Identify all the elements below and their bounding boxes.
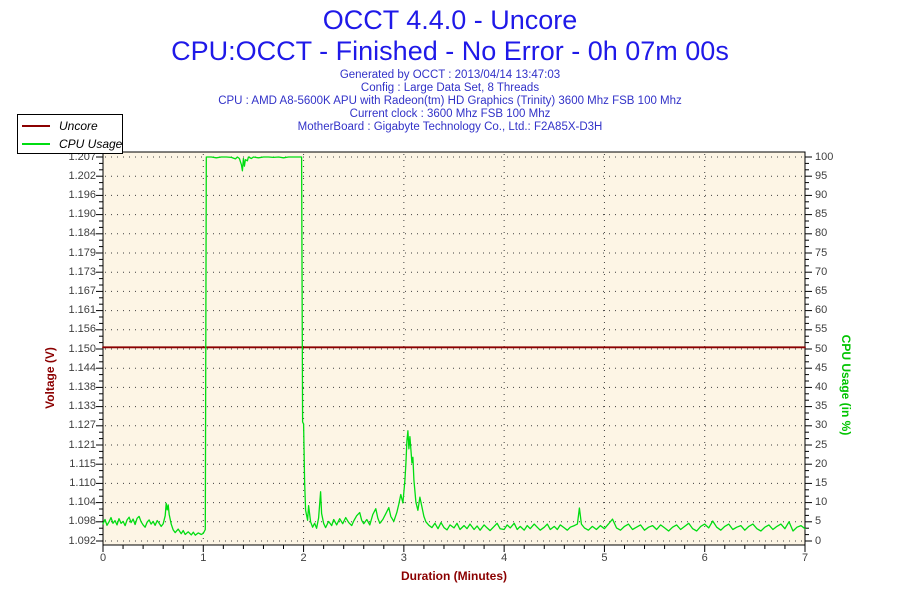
cpu-usage-tick-label: 30	[815, 419, 828, 432]
minute-tick-label: 6	[701, 552, 708, 564]
info-config: Config : Large Data Set, 8 Threads	[360, 82, 540, 94]
voltage-tick-label: 1.173	[68, 265, 96, 278]
cpu-usage-tick-label: 60	[815, 304, 828, 317]
cpu-usage-tick-label: 65	[815, 284, 828, 297]
info-generated: Generated by OCCT : 2013/04/14 13:47:03	[339, 69, 561, 81]
cpu-usage-tick-label: 25	[815, 438, 828, 451]
duration-axis-title: Duration (Minutes)	[401, 569, 507, 583]
legend-label-cpu-usage: CPU Usage	[59, 137, 123, 151]
minute-tick-label: 7	[801, 552, 809, 564]
page-title: OCCT 4.4.0 - Uncore	[322, 5, 578, 35]
cpu-usage-tick-label: 90	[815, 188, 828, 201]
cpu-usage-tick-label: 0	[815, 534, 822, 547]
voltage-tick-label: 1.127	[68, 419, 96, 432]
voltage-tick-label: 1.092	[68, 534, 96, 547]
cpu-usage-axis-title: CPU Usage (in %)	[839, 334, 853, 436]
voltage-tick-label: 1.150	[68, 342, 96, 355]
cpu-usage-tick-label: 70	[815, 265, 828, 278]
cpu-usage-tick-label: 75	[815, 246, 828, 259]
minute-tick-label: 2	[300, 552, 307, 564]
voltage-tick-label: 1.110	[69, 476, 96, 489]
minute-tick-label: 5	[601, 552, 608, 564]
voltage-tick-label: 1.104	[68, 496, 96, 509]
cpu-usage-tick-label: 35	[815, 400, 828, 413]
voltage-tick-label: 1.184	[68, 227, 96, 240]
cpu-usage-tick-label: 80	[815, 227, 828, 240]
cpu-usage-tick-label: 50	[815, 342, 828, 355]
legend-item-uncore: Uncore	[18, 117, 122, 135]
cpu-usage-tick-label: 40	[815, 380, 828, 393]
voltage-tick-label: 1.098	[68, 515, 96, 528]
minute-tick-label: 1	[200, 552, 207, 564]
legend: Uncore CPU Usage	[17, 114, 123, 154]
cpu-usage-tick-label: 15	[815, 476, 828, 489]
cpu-usage-tick-label: 5	[815, 515, 822, 528]
voltage-tick-label: 1.179	[68, 246, 96, 259]
voltage-tick-label: 1.115	[69, 457, 96, 470]
voltage-tick-label: 1.133	[68, 400, 96, 413]
voltage-tick-label: 1.144	[68, 361, 96, 374]
minute-tick-label: 3	[400, 552, 407, 564]
legend-item-cpu-usage: CPU Usage	[18, 135, 122, 153]
voltage-tick-label: 1.121	[68, 438, 96, 451]
voltage-tick-label: 1.138	[68, 380, 96, 393]
uncore-line-sample	[22, 125, 50, 127]
cpu-usage-tick-label: 45	[815, 361, 828, 374]
legend-label-uncore: Uncore	[59, 119, 98, 133]
info-clock: Current clock : 3600 Mhz FSB 100 Mhz	[349, 108, 551, 120]
info-motherboard: MotherBoard : Gigabyte Technology Co., L…	[297, 121, 603, 133]
page-subtitle: CPU:OCCT - Finished - No Error - 0h 07m …	[171, 36, 729, 66]
info-cpu: CPU : AMD A8-5600K APU with Radeon(tm) H…	[218, 95, 682, 107]
cpu-usage-line-sample	[22, 143, 50, 145]
minute-tick-label: 0	[99, 552, 107, 564]
voltage-tick-label: 1.161	[68, 304, 96, 317]
voltage-tick-label: 1.156	[68, 323, 96, 336]
voltage-tick-label: 1.196	[68, 188, 96, 201]
cpu-usage-tick-label: 85	[815, 208, 828, 221]
voltage-tick-label: 1.190	[68, 208, 96, 221]
cpu-usage-tick-label: 10	[815, 496, 828, 509]
minute-tick-label: 4	[501, 552, 508, 564]
cpu-usage-tick-label: 55	[815, 323, 828, 336]
cpu-usage-tick-label: 95	[815, 169, 828, 182]
cpu-usage-tick-label: 100	[815, 150, 834, 163]
voltage-tick-label: 1.167	[68, 284, 96, 297]
voltage-tick-label: 1.202	[68, 169, 96, 182]
cpu-usage-tick-label: 20	[815, 457, 828, 470]
